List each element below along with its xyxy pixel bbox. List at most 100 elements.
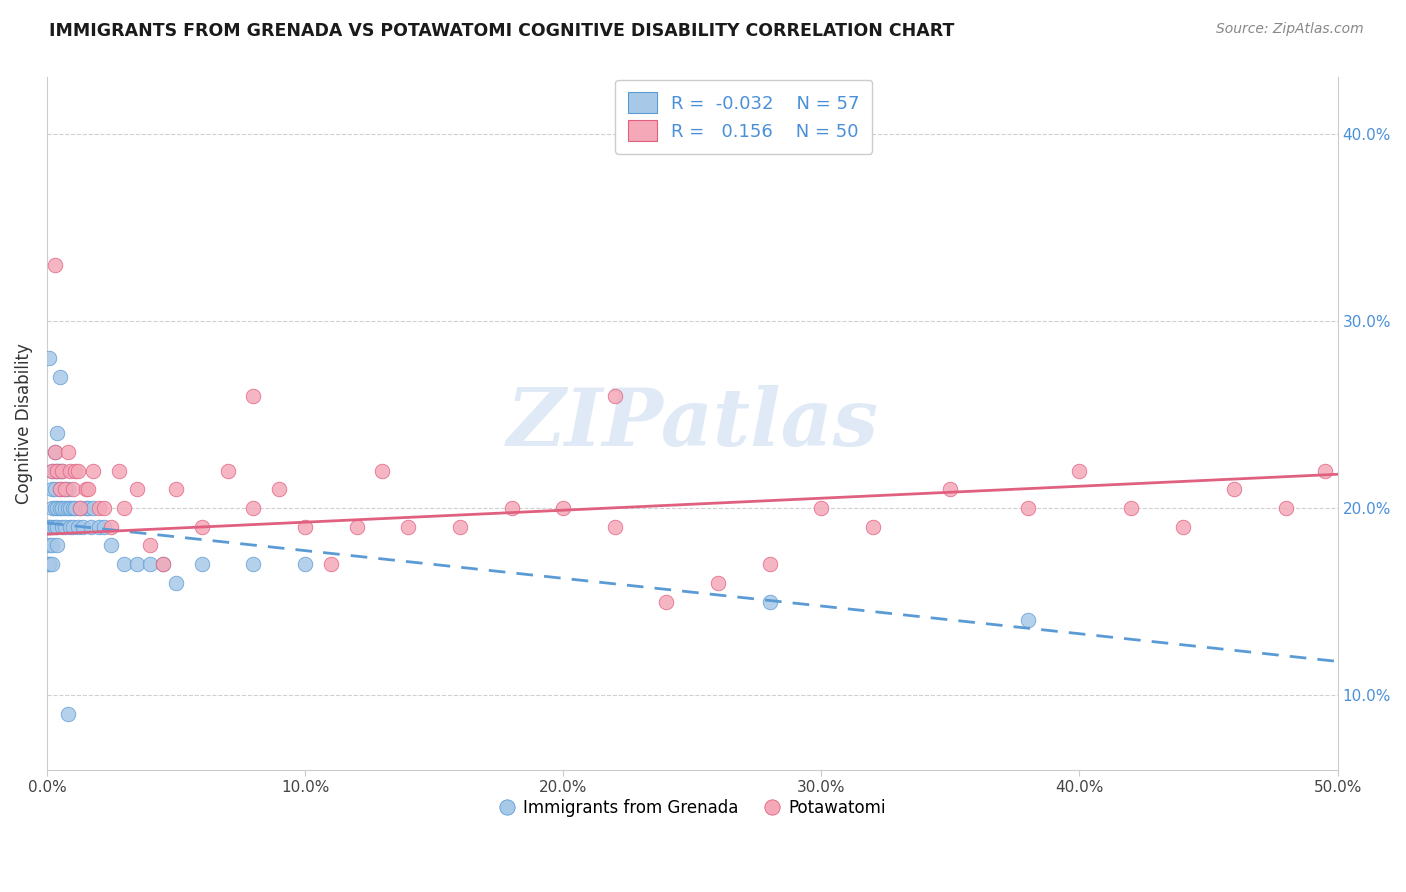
Point xyxy=(1313,463,1336,477)
Point xyxy=(51,500,73,515)
Point xyxy=(49,482,72,496)
Point xyxy=(758,557,780,571)
Point xyxy=(51,519,73,533)
Point xyxy=(66,463,89,477)
Point xyxy=(56,482,79,496)
Point xyxy=(112,557,135,571)
Point xyxy=(862,519,884,533)
Point xyxy=(371,463,394,477)
Point xyxy=(165,575,187,590)
Point xyxy=(44,463,66,477)
Point xyxy=(41,519,63,533)
Point xyxy=(191,557,214,571)
Point xyxy=(1119,500,1142,515)
Point xyxy=(758,594,780,608)
Point xyxy=(939,482,962,496)
Point xyxy=(49,463,72,477)
Point xyxy=(152,557,174,571)
Point xyxy=(449,519,471,533)
Point xyxy=(53,519,76,533)
Point xyxy=(127,557,149,571)
Point xyxy=(319,557,342,571)
Point xyxy=(46,463,69,477)
Point xyxy=(1017,613,1039,627)
Point xyxy=(501,500,523,515)
Point xyxy=(80,519,103,533)
Legend: Immigrants from Grenada, Potawatomi: Immigrants from Grenada, Potawatomi xyxy=(492,793,893,824)
Point xyxy=(603,519,626,533)
Point xyxy=(396,519,419,533)
Point xyxy=(72,519,94,533)
Point xyxy=(46,538,69,552)
Point xyxy=(46,463,69,477)
Point xyxy=(46,519,69,533)
Point xyxy=(44,482,66,496)
Point xyxy=(41,463,63,477)
Point xyxy=(87,519,110,533)
Point xyxy=(82,500,104,515)
Point xyxy=(44,444,66,458)
Point xyxy=(87,500,110,515)
Point xyxy=(41,482,63,496)
Point xyxy=(93,519,115,533)
Point xyxy=(294,519,316,533)
Point xyxy=(77,482,100,496)
Point xyxy=(152,557,174,571)
Point xyxy=(75,500,97,515)
Point xyxy=(294,557,316,571)
Point xyxy=(59,519,82,533)
Point xyxy=(62,519,84,533)
Point xyxy=(41,538,63,552)
Point xyxy=(53,482,76,496)
Point xyxy=(56,500,79,515)
Point xyxy=(810,500,832,515)
Point xyxy=(82,463,104,477)
Point xyxy=(53,500,76,515)
Point xyxy=(346,519,368,533)
Point xyxy=(1223,482,1246,496)
Point xyxy=(1017,500,1039,515)
Point xyxy=(242,500,264,515)
Point xyxy=(217,463,239,477)
Point xyxy=(62,482,84,496)
Point xyxy=(1171,519,1194,533)
Text: ZIPatlas: ZIPatlas xyxy=(506,385,879,462)
Point xyxy=(51,463,73,477)
Point xyxy=(44,258,66,272)
Point xyxy=(139,538,162,552)
Point xyxy=(38,538,60,552)
Point xyxy=(69,500,91,515)
Point xyxy=(100,538,122,552)
Point xyxy=(44,500,66,515)
Point xyxy=(108,463,131,477)
Point xyxy=(75,482,97,496)
Point xyxy=(41,463,63,477)
Point xyxy=(41,557,63,571)
Point xyxy=(38,557,60,571)
Point xyxy=(65,463,87,477)
Point xyxy=(77,500,100,515)
Point xyxy=(49,482,72,496)
Point xyxy=(553,500,575,515)
Text: IMMIGRANTS FROM GRENADA VS POTAWATOMI COGNITIVE DISABILITY CORRELATION CHART: IMMIGRANTS FROM GRENADA VS POTAWATOMI CO… xyxy=(49,22,955,40)
Point xyxy=(44,444,66,458)
Point xyxy=(49,500,72,515)
Point xyxy=(65,500,87,515)
Point xyxy=(56,706,79,721)
Point xyxy=(69,500,91,515)
Point xyxy=(41,500,63,515)
Point xyxy=(242,389,264,403)
Point xyxy=(191,519,214,533)
Text: Source: ZipAtlas.com: Source: ZipAtlas.com xyxy=(1216,22,1364,37)
Point xyxy=(49,370,72,384)
Point xyxy=(112,500,135,515)
Point xyxy=(38,351,60,366)
Point xyxy=(93,500,115,515)
Point xyxy=(242,557,264,571)
Point xyxy=(51,463,73,477)
Point xyxy=(62,500,84,515)
Point xyxy=(66,519,89,533)
Point xyxy=(46,500,69,515)
Point xyxy=(1069,463,1091,477)
Point xyxy=(59,500,82,515)
